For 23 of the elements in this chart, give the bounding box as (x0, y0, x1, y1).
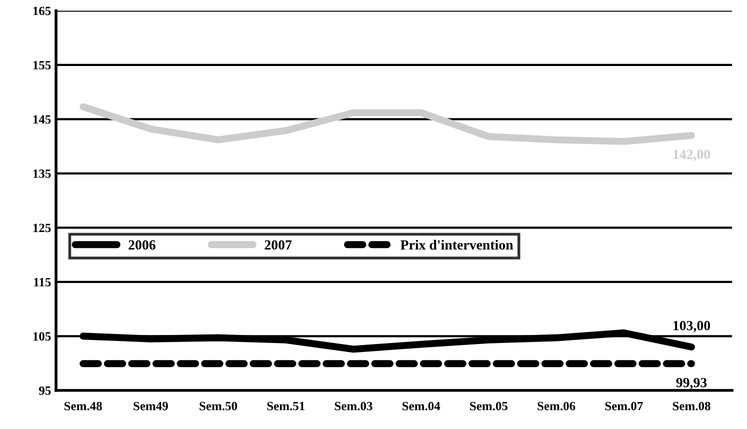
data-label: 99,93 (676, 378, 707, 390)
legend-label: 2006 (128, 240, 156, 250)
x-tick-label: Sem.04 (402, 402, 440, 410)
y-tick-label: 155 (33, 61, 51, 70)
data-label: 103,00 (674, 320, 710, 332)
x-tick-label: Sem.48 (64, 402, 102, 410)
y-tick-label: 105 (33, 332, 51, 341)
x-tick-label: Sem.03 (334, 402, 372, 410)
x-tick-label: Sem.50 (200, 402, 238, 410)
y-tick-label: 125 (33, 224, 51, 232)
legend-label: 2007 (264, 240, 292, 250)
x-tick-label: Sem.07 (605, 402, 643, 410)
legend-label: Prix d'intervention (400, 240, 514, 250)
x-tick-label: Sem.08 (672, 402, 710, 410)
y-tick-label: 145 (33, 115, 51, 124)
x-tick-label: Sem.06 (538, 402, 576, 410)
y-tick-label: 135 (33, 170, 51, 178)
x-tick-label: Sem.51 (267, 402, 304, 410)
y-tick-label: 165 (33, 6, 51, 16)
y-tick-label: 115 (34, 278, 51, 286)
x-tick-label: Sem.05 (470, 402, 508, 410)
x-tick-label: Sem49 (134, 402, 168, 410)
y-tick-label: 95 (39, 386, 51, 395)
